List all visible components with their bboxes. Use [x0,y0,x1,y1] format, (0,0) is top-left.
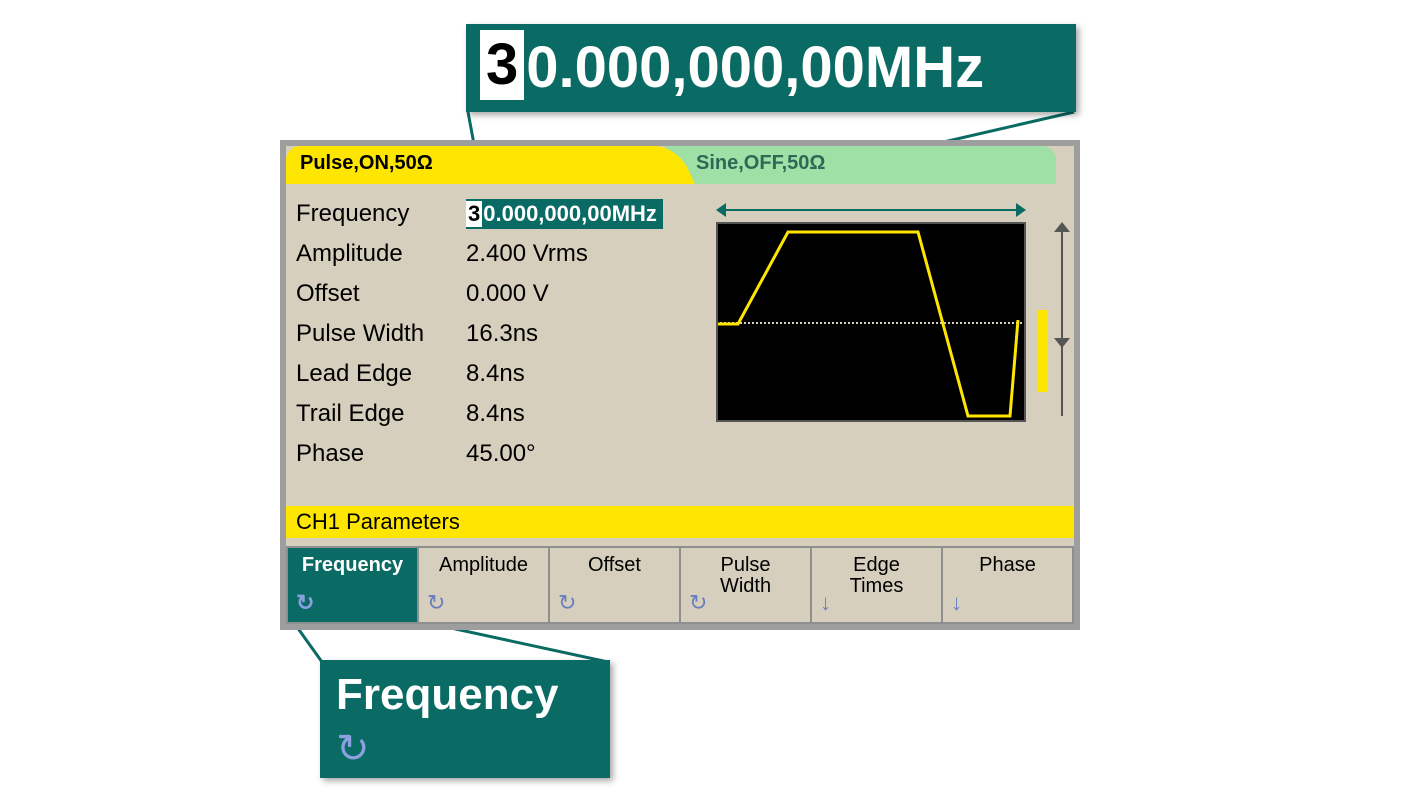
tab-ch2[interactable]: Sine,OFF,50Ω [656,146,1056,184]
label-pulsewidth: Pulse Width [296,320,466,348]
softkey-frequency[interactable]: Frequency ↻ [286,546,418,624]
row-trailedge[interactable]: Trail Edge 8.4ns [296,394,716,434]
value-pulsewidth: 16.3ns [466,320,538,348]
label-frequency: Frequency [296,200,466,228]
amp-line [1061,228,1063,416]
callout-frequency-value: 30.000,000,00MHz [466,24,1076,112]
softkey-offset[interactable]: Offset ↻ [549,546,680,624]
cycle-icon: ↻ [558,590,576,616]
softkey-edgetimes-label1: Edge [853,554,900,576]
softkey-edgetimes-label2: Times [812,575,941,598]
status-strip: CH1 Parameters [286,506,1074,538]
instrument-panel-inner: Sine,OFF,50Ω Pulse,ON,50Ω Frequency 30.0… [286,146,1074,624]
amplitude-indicator [1054,222,1070,422]
status-text: CH1 Parameters [296,509,460,534]
row-amplitude[interactable]: Amplitude 2.400 Vrms [296,234,716,274]
period-arrow-right-icon [1016,203,1026,217]
row-frequency[interactable]: Frequency 30.000,000,00MHz [296,194,716,234]
softkey-pulsewidth[interactable]: Pulse Width ↻ [680,546,811,624]
down-arrow-icon: ↓ [951,590,962,616]
waveform-trace [718,224,1024,420]
softkey-phase-label: Phase [979,554,1036,576]
cycle-icon: ↻ [336,726,594,772]
row-phase[interactable]: Phase 45.00° [296,434,716,474]
parameter-list: Frequency 30.000,000,00MHz Amplitude 2.4… [296,194,716,474]
callout-freq-cursor-digit: 3 [480,30,524,100]
softkey-offset-label: Offset [588,554,641,576]
down-arrow-icon: ↓ [820,590,831,616]
row-pulsewidth[interactable]: Pulse Width 16.3ns [296,314,716,354]
callout-softkey-frequency: Frequency ↻ [320,660,610,778]
row-offset[interactable]: Offset 0.000 V [296,274,716,314]
label-offset: Offset [296,280,466,308]
value-trailedge: 8.4ns [466,400,525,428]
label-phase: Phase [296,440,466,468]
tab-ch2-label: Sine,OFF,50Ω [696,152,825,174]
instrument-panel: Sine,OFF,50Ω Pulse,ON,50Ω Frequency 30.0… [280,140,1080,630]
softkey-amplitude[interactable]: Amplitude ↻ [418,546,549,624]
value-leadedge: 8.4ns [466,360,525,388]
callout-softkey-label: Frequency [336,670,559,719]
cycle-icon: ↻ [689,590,707,616]
callout-freq-rest: 0.000,000,00MHz [526,35,984,100]
label-leadedge: Lead Edge [296,360,466,388]
period-indicator [716,202,1026,218]
waveform-area [716,202,1052,424]
period-line [720,209,1022,211]
frequency-rest: 0.000,000,00MHz [483,201,657,226]
value-offset: 0.000 V [466,280,549,308]
tab-ch1[interactable]: Pulse,ON,50Ω [286,146,664,184]
softkey-edgetimes[interactable]: Edge Times ↓ [811,546,942,624]
label-trailedge: Trail Edge [296,400,466,428]
amp-arrow-down-icon [1054,338,1070,348]
softkey-frequency-label: Frequency [302,554,403,576]
softkey-amplitude-label: Amplitude [439,554,528,576]
cycle-icon: ↻ [427,590,445,616]
softkey-pulsewidth-label1: Pulse [720,554,770,576]
value-frequency[interactable]: 30.000,000,00MHz [466,199,663,229]
row-leadedge[interactable]: Lead Edge 8.4ns [296,354,716,394]
channel-tabs: Sine,OFF,50Ω Pulse,ON,50Ω [286,146,1074,184]
softkey-phase[interactable]: Phase ↓ [942,546,1074,624]
waveform-preview [716,222,1026,422]
softkey-row: Frequency ↻ Amplitude ↻ Offset ↻ Pulse W… [286,546,1074,624]
label-amplitude: Amplitude [296,240,466,268]
tab-ch1-label: Pulse,ON,50Ω [300,152,433,174]
value-amplitude: 2.400 Vrms [466,240,588,268]
frequency-cursor-digit[interactable]: 3 [466,201,482,227]
stage: 30.000,000,00MHz Sine,OFF,50Ω Pulse,ON,5… [0,0,1420,798]
channel-marker [1038,310,1048,392]
value-phase: 45.00° [466,440,536,468]
cycle-icon: ↻ [296,590,314,616]
